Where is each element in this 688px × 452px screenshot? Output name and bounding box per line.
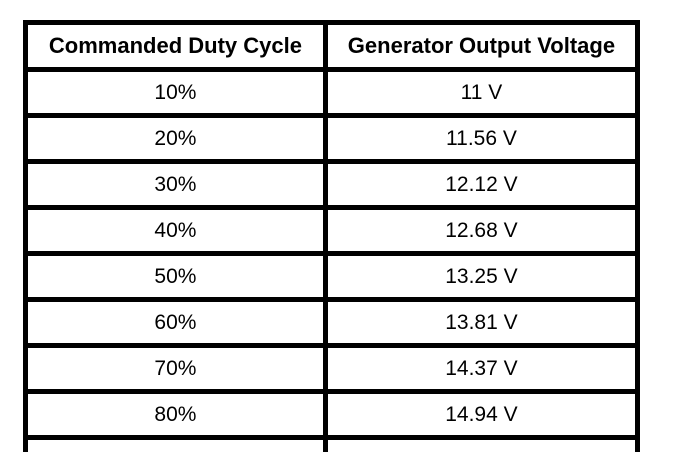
voltage-cell: 14.37 V (322, 343, 641, 394)
table-row: 90% 15.5 V (23, 435, 641, 452)
table-row: 10% 11 V (23, 67, 641, 118)
table-row: 40% 12.68 V (23, 205, 641, 256)
duty-cycle-cell: 40% (23, 205, 328, 256)
voltage-cell: 15.5 V (322, 435, 641, 452)
duty-cycle-voltage-table-container: Commanded Duty Cycle Generator Output Vo… (23, 20, 641, 452)
voltage-cell: 13.25 V (322, 251, 641, 302)
table-row: 60% 13.81 V (23, 297, 641, 348)
table-row: 30% 12.12 V (23, 159, 641, 210)
duty-cycle-cell: 80% (23, 389, 328, 440)
duty-cycle-cell: 30% (23, 159, 328, 210)
duty-cycle-cell: 90% (23, 435, 328, 452)
voltage-cell: 13.81 V (322, 297, 641, 348)
table-row: 70% 14.37 V (23, 343, 641, 394)
header-row: Commanded Duty Cycle Generator Output Vo… (23, 20, 641, 72)
voltage-cell: 11.56 V (322, 113, 641, 164)
duty-cycle-cell: 10% (23, 67, 328, 118)
table-row: 80% 14.94 V (23, 389, 641, 440)
duty-cycle-cell: 50% (23, 251, 328, 302)
voltage-cell: 12.12 V (322, 159, 641, 210)
column-header-duty-cycle: Commanded Duty Cycle (23, 20, 328, 72)
voltage-cell: 12.68 V (322, 205, 641, 256)
table-row: 50% 13.25 V (23, 251, 641, 302)
voltage-cell: 11 V (322, 67, 641, 118)
duty-cycle-cell: 70% (23, 343, 328, 394)
duty-cycle-voltage-table: Commanded Duty Cycle Generator Output Vo… (23, 20, 641, 452)
table-row: 20% 11.56 V (23, 113, 641, 164)
duty-cycle-cell: 60% (23, 297, 328, 348)
column-header-output-voltage: Generator Output Voltage (322, 20, 641, 72)
duty-cycle-cell: 20% (23, 113, 328, 164)
voltage-cell: 14.94 V (322, 389, 641, 440)
